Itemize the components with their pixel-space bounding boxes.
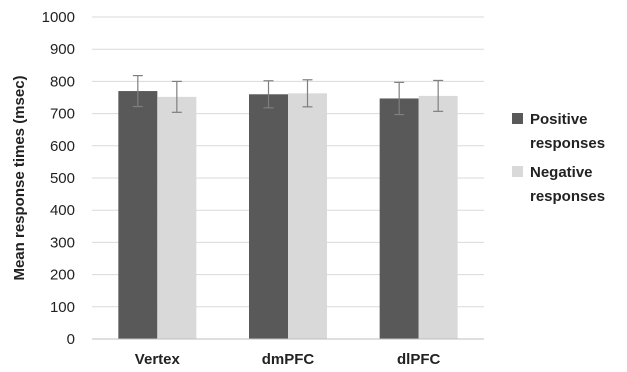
x-tick-label: dlPFC — [397, 351, 440, 368]
y-tick-label: 900 — [50, 41, 75, 58]
legend: Positive responses Negative responses — [512, 111, 605, 205]
y-tick-label: 200 — [50, 267, 75, 284]
legend-label: Positive — [530, 111, 588, 128]
error-bars — [132, 75, 444, 116]
bar — [118, 91, 158, 339]
y-tick-label: 400 — [50, 202, 75, 219]
bar — [157, 96, 197, 339]
y-tick-label: 500 — [50, 170, 75, 187]
y-tick-label: 300 — [50, 234, 75, 251]
legend-swatch — [512, 166, 523, 177]
legend-label: responses — [530, 188, 605, 205]
y-tick-label: 800 — [50, 73, 75, 90]
axes: 0 100 200 300 400 500 600 700 800 900 1000 Vertex dm… — [42, 9, 484, 368]
legend-label: Negative — [530, 164, 593, 181]
x-tick-label: Vertex — [135, 351, 181, 368]
y-tick-label: 100 — [50, 299, 75, 316]
bar — [379, 98, 419, 339]
y-tick-label: 1000 — [42, 9, 75, 26]
bar — [418, 95, 458, 339]
y-tick-label: 0 — [67, 331, 75, 348]
legend-swatch — [512, 113, 523, 124]
x-tick-label: dmPFC — [262, 351, 315, 368]
y-axis-label: Mean response times (msec) — [11, 75, 28, 280]
bar — [249, 94, 288, 339]
bars — [118, 91, 458, 340]
y-tick-label: 600 — [50, 138, 75, 155]
legend-label: responses — [530, 135, 605, 152]
y-tick-label: 700 — [50, 106, 75, 123]
bar — [288, 93, 327, 340]
